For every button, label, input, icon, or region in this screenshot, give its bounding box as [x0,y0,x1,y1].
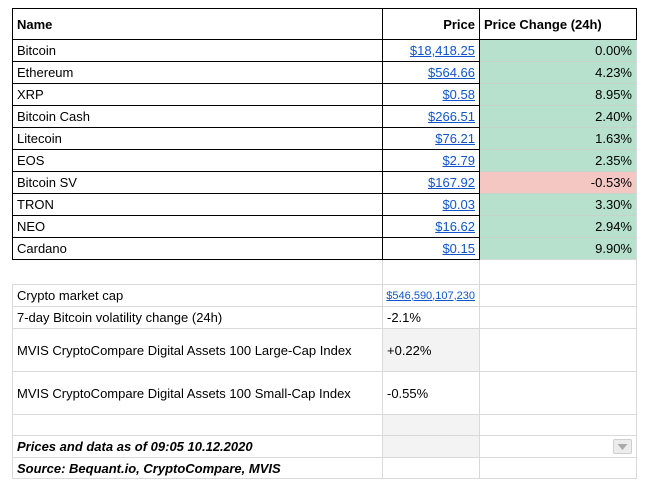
source-note-row: Source: Bequant.io, CryptoCompare, MVIS [12,458,637,479]
stat-value-cell[interactable]: -2.1% [383,307,480,329]
coin-name-cell[interactable]: NEO [12,216,383,238]
stat-value-cell[interactable]: +0.22% [383,329,480,372]
date-note[interactable]: Prices and data as of 09:05 10.12.2020 [12,436,383,458]
coin-name-cell[interactable]: Bitcoin SV [12,172,383,194]
stat-label-cell[interactable]: 7-day Bitcoin volatility change (24h) [12,307,383,329]
stat-value-cell[interactable]: $546,590,107,230 [383,285,480,307]
empty-cell[interactable] [480,260,637,285]
coin-price-cell[interactable]: $0.58 [383,84,480,106]
stats-rows: Crypto market cap $546,590,107,230 7-day B… [12,285,637,415]
price-link[interactable]: $266.51 [428,109,475,124]
coin-price-cell[interactable]: $266.51 [383,106,480,128]
coin-name-cell[interactable]: Bitcoin [12,40,383,62]
price-link[interactable]: $0.58 [442,87,475,102]
empty-cell[interactable] [383,415,480,436]
dropdown-cell[interactable] [480,436,637,458]
table-row: XRP $0.58 8.95% [12,84,637,106]
price-link[interactable]: $2.79 [442,153,475,168]
price-link[interactable]: $167.92 [428,175,475,190]
crypto-price-sheet: Name Price Price Change (24h) Bitcoin $18… [12,8,637,479]
stat-value-cell[interactable]: -0.55% [383,372,480,415]
price-link[interactable]: $16.62 [435,219,475,234]
empty-cell[interactable] [12,415,383,436]
price-link[interactable]: $564.66 [428,65,475,80]
price-change-cell[interactable]: 1.63% [480,128,637,150]
empty-cell[interactable] [383,436,480,458]
coin-rows: Bitcoin $18,418.25 0.00% Ethereum $564.66 4.2… [12,40,637,260]
price-change-cell[interactable]: -0.53% [480,172,637,194]
column-header-name[interactable]: Name [12,8,383,40]
coin-name-cell[interactable]: Litecoin [12,128,383,150]
stat-row: MVIS CryptoCompare Digital Assets 100 Sm… [12,372,637,415]
empty-row [12,415,637,436]
stat-row: MVIS CryptoCompare Digital Assets 100 La… [12,329,637,372]
price-link[interactable]: $0.15 [442,241,475,256]
filter-dropdown-icon[interactable] [613,439,632,454]
coin-name-cell[interactable]: EOS [12,150,383,172]
table-row: Litecoin $76.21 1.63% [12,128,637,150]
stat-label-cell[interactable]: MVIS CryptoCompare Digital Assets 100 La… [12,329,383,372]
empty-cell[interactable] [480,329,637,372]
table-row: TRON $0.03 3.30% [12,194,637,216]
spacer-row [12,260,637,285]
stat-label-cell[interactable]: MVIS CryptoCompare Digital Assets 100 Sm… [12,372,383,415]
coin-price-cell[interactable]: $0.03 [383,194,480,216]
empty-cell[interactable] [480,415,637,436]
empty-cell[interactable] [383,260,480,285]
empty-cell[interactable] [383,458,480,479]
price-change-cell[interactable]: 9.90% [480,238,637,260]
price-link[interactable]: $18,418.25 [409,43,475,58]
stat-row: 7-day Bitcoin volatility change (24h) -2.… [12,307,637,329]
stat-label-cell[interactable]: Crypto market cap [12,285,383,307]
source-note[interactable]: Source: Bequant.io, CryptoCompare, MVIS [12,458,383,479]
table-row: Bitcoin $18,418.25 0.00% [12,40,637,62]
coin-price-cell[interactable]: $167.92 [383,172,480,194]
table-row: Bitcoin Cash $266.51 2.40% [12,106,637,128]
coin-price-cell[interactable]: $564.66 [383,62,480,84]
dropdown-triangle-icon [617,443,628,450]
empty-cell[interactable] [12,260,383,285]
date-note-row: Prices and data as of 09:05 10.12.2020 [12,436,637,458]
price-link[interactable]: $0.03 [442,197,475,212]
table-row: Cardano $0.15 9.90% [12,238,637,260]
market-cap-link[interactable]: $546,590,107,230 [386,289,475,302]
table-row: EOS $2.79 2.35% [12,150,637,172]
coin-price-cell[interactable]: $16.62 [383,216,480,238]
coin-name-cell[interactable]: Cardano [12,238,383,260]
price-change-cell[interactable]: 2.40% [480,106,637,128]
table-row: Bitcoin SV $167.92 -0.53% [12,172,637,194]
coin-name-cell[interactable]: Ethereum [12,62,383,84]
price-change-cell[interactable]: 3.30% [480,194,637,216]
coin-price-cell[interactable]: $0.15 [383,238,480,260]
stat-row: Crypto market cap $546,590,107,230 [12,285,637,307]
price-change-cell[interactable]: 2.94% [480,216,637,238]
coin-price-cell[interactable]: $2.79 [383,150,480,172]
table-row: Ethereum $564.66 4.23% [12,62,637,84]
summary-section: Crypto market cap $546,590,107,230 7-day B… [12,285,637,479]
price-link[interactable]: $76.21 [435,131,475,146]
price-change-cell[interactable]: 4.23% [480,62,637,84]
empty-cell[interactable] [480,458,637,479]
coin-name-cell[interactable]: Bitcoin Cash [12,106,383,128]
coin-name-cell[interactable]: XRP [12,84,383,106]
coin-name-cell[interactable]: TRON [12,194,383,216]
table-header-row: Name Price Price Change (24h) [12,8,637,40]
coin-price-cell[interactable]: $18,418.25 [383,40,480,62]
price-change-cell[interactable]: 2.35% [480,150,637,172]
price-change-cell[interactable]: 0.00% [480,40,637,62]
price-change-cell[interactable]: 8.95% [480,84,637,106]
empty-cell[interactable] [480,372,637,415]
empty-cell[interactable] [480,307,637,329]
empty-cell[interactable] [480,285,637,307]
column-header-price[interactable]: Price [383,8,480,40]
table-row: NEO $16.62 2.94% [12,216,637,238]
coin-price-cell[interactable]: $76.21 [383,128,480,150]
column-header-change[interactable]: Price Change (24h) [480,8,637,40]
